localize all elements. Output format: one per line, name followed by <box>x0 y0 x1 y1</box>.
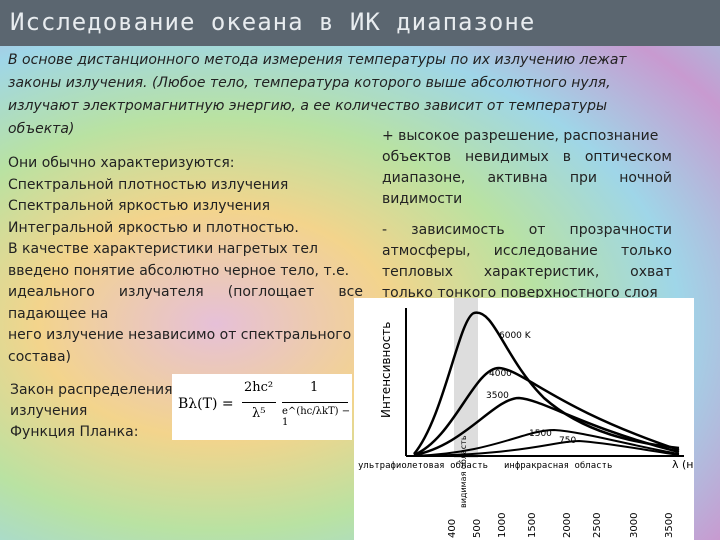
formula-num: 2hc² <box>244 380 274 395</box>
text-line: видимости <box>382 191 463 207</box>
curve-label: 750 <box>559 436 576 446</box>
tick-label: 2000 <box>562 513 573 538</box>
tick-label: 3500 <box>664 513 675 538</box>
text-line: него излучение независимо от спектрально… <box>8 327 352 343</box>
text-line: введено понятие абсолютно черное тело, т… <box>8 262 350 279</box>
text-line: только тонкого поверхностного слоя <box>382 285 658 301</box>
curve-label: 6000 K <box>499 331 532 341</box>
text-line: В основе дистанционного метода измерения… <box>8 52 627 68</box>
text-line: Спектральной плотностью излучения <box>8 176 289 193</box>
text-line: В качестве характеристики нагретых тел <box>8 241 318 257</box>
text-line: Спектральной яркостью излучения <box>8 198 271 214</box>
text-line: Закон распределения <box>10 382 173 398</box>
text-line: диапазоне, активна при ночной <box>382 170 672 186</box>
tick-label: 1000 <box>497 513 508 538</box>
tick-label: 1500 <box>527 513 538 538</box>
text-line: состава) <box>8 348 71 365</box>
radiation-figure: Интенсивность 6000 K 4000 3500 1500 750 ульт… <box>354 298 694 540</box>
uv-label: ультрафиолетовая область <box>358 460 488 471</box>
text-line: атмосферы, исследование только <box>382 243 672 259</box>
text-line: Функция Планка: <box>10 424 139 440</box>
text-line: Интегральной яркостью и плотностью. <box>8 219 299 236</box>
text-line: излучения <box>10 403 88 419</box>
text-line: объекта) <box>8 121 75 137</box>
title-bar <box>0 0 720 46</box>
curve-label: 1500 <box>529 429 552 439</box>
tick-label: 2500 <box>592 513 603 538</box>
y-axis-label: Интенсивность <box>379 322 393 418</box>
x-axis-label: λ (н <box>672 458 694 471</box>
ir-label: инфракрасная область <box>504 460 612 471</box>
formula-box: Bλ(T) = 2hc² λ⁵ 1 e^(hc/λkT) − 1 <box>172 374 352 440</box>
title: Исследование океана в ИК диапазоне <box>10 8 536 36</box>
text-line: законы излучения. (Любое тело, температу… <box>8 75 611 91</box>
formula-den: λ⁵ <box>252 406 266 421</box>
text-line: объектов невидимых в оптическом <box>382 149 672 165</box>
text-line: идеального излучателя (поглощает все <box>8 284 363 300</box>
formula-lhs: Bλ(T) = <box>178 396 234 412</box>
formula-den: e^(hc/λkT) − 1 <box>282 406 351 428</box>
tick-label: 400 <box>447 519 458 538</box>
tick-label: 500 <box>472 519 483 538</box>
formula-num: 1 <box>310 380 319 395</box>
text-line: - зависимость от прозрачности <box>382 222 672 238</box>
curve-label: 4000 <box>489 369 512 379</box>
text-line: + высокое разрешение, распознание <box>382 128 659 144</box>
text-line: излучают электромагнитную энергию, а ее … <box>8 98 608 114</box>
tick-label: 3000 <box>629 513 640 538</box>
visible-label: видимая область <box>459 435 468 508</box>
text-line: тепловых характеристик, охват <box>382 264 672 280</box>
text-line: Они обычно характеризуются: <box>8 155 235 171</box>
curve-label: 3500 <box>486 391 509 401</box>
text-line: падающее на <box>8 305 109 322</box>
